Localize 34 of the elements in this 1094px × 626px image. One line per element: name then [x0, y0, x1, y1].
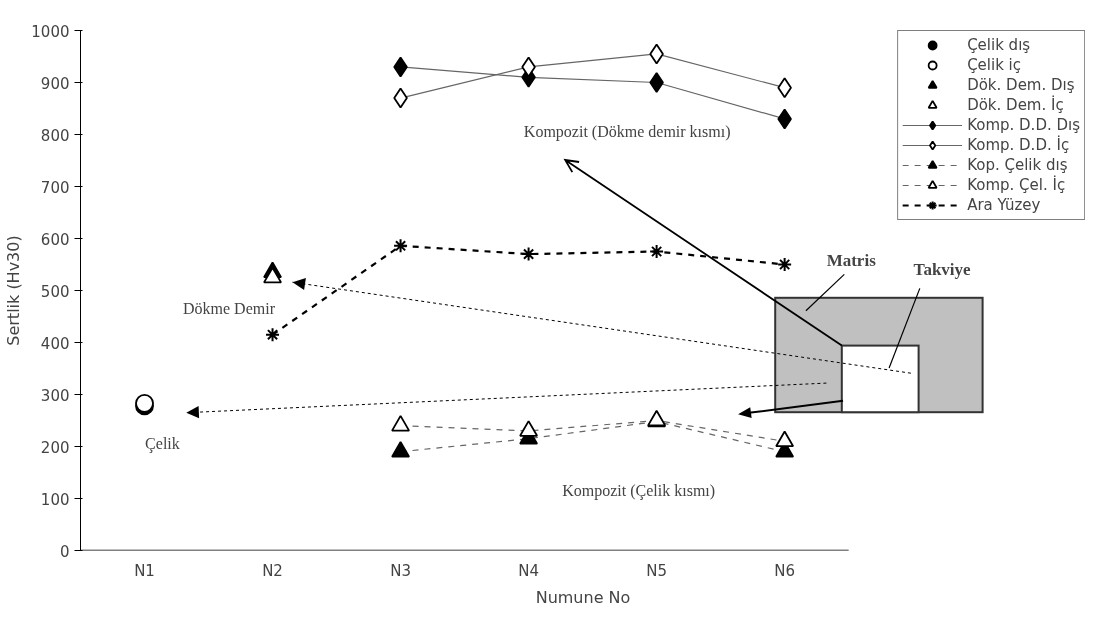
legend-label: Dök. Dem. Dış — [967, 76, 1075, 94]
y-tick-label: 900 — [40, 74, 70, 93]
x-tick-label: N3 — [390, 561, 411, 580]
y-tick-label: 800 — [40, 126, 70, 145]
y-tick-label: 0 — [59, 542, 70, 561]
x-tick-label: N1 — [134, 561, 155, 580]
y-tick-label: 400 — [40, 334, 70, 353]
legend-label: Ara Yüzey — [967, 196, 1041, 214]
y-tick-label: 100 — [40, 490, 70, 509]
legend-label: Dök. Dem. İç — [967, 96, 1064, 114]
legend-label: Kop. Çelik dış — [967, 156, 1068, 174]
legend-label: Komp. D.D. İç — [967, 136, 1070, 154]
legend-label: Komp. Çel. İç — [967, 176, 1066, 194]
annotation: Kompozit (Dökme demir kısmı) — [523, 123, 731, 142]
y-tick-label: 200 — [40, 438, 70, 457]
legend-label: Komp. D.D. Dış — [967, 116, 1080, 134]
annotation: Kompozit (Çelik kısmı) — [562, 481, 716, 500]
x-tick-label: N4 — [518, 561, 539, 580]
y-tick-label: 300 — [40, 386, 70, 405]
x-tick-label: N2 — [262, 561, 283, 580]
y-tick-label: 700 — [40, 178, 70, 197]
x-tick-label: N5 — [646, 561, 667, 580]
y-tick-label: 600 — [40, 230, 70, 249]
x-tick-label: N6 — [774, 561, 796, 580]
legend-label: Çelik iç — [967, 56, 1022, 74]
legend-label: Çelik dış — [967, 36, 1031, 54]
text: Takviye — [913, 260, 972, 280]
y-tick-label: 500 — [40, 282, 70, 301]
annotation: Dökme Demir — [183, 299, 276, 317]
y-tick-label: 1000 — [31, 22, 70, 41]
y-axis-title: Sertlik (Hv30) — [4, 235, 24, 346]
annotation: Çelik — [145, 435, 180, 454]
annotation: Matris — [826, 251, 877, 271]
x-axis-title: Numune No — [535, 587, 631, 607]
